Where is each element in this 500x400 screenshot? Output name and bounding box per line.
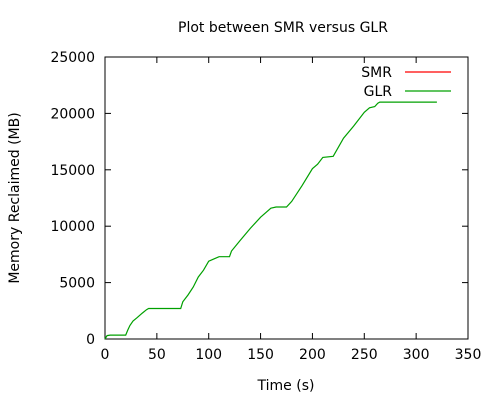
- y-tick-label: 5000: [59, 276, 95, 292]
- legend-label-glr: GLR: [364, 84, 393, 100]
- x-tick-label: 250: [351, 347, 378, 363]
- x-tick-label: 350: [455, 347, 482, 363]
- x-tick-label: 300: [403, 347, 430, 363]
- legend-label-smr: SMR: [361, 65, 392, 81]
- y-tick-label: 20000: [50, 106, 95, 122]
- x-tick-label: 50: [148, 347, 166, 363]
- y-axis-label: Memory Reclaimed (MB): [7, 112, 23, 283]
- axis-ticks: 0 50 100 150 200 250 300 350 0 5000 10000 15000 2000…: [50, 50, 481, 363]
- y-tick-label: 15000: [50, 163, 95, 179]
- y-tick-label: 10000: [50, 219, 95, 235]
- x-tick-label: 0: [101, 347, 110, 363]
- y-tick-label: 0: [86, 332, 95, 348]
- plot-frame: [104, 56, 469, 340]
- x-axis-label: Time (s): [257, 378, 315, 394]
- series-line-glr: [104, 101, 437, 340]
- legend: SMR GLR: [361, 65, 451, 100]
- y-tick-label: 25000: [50, 50, 95, 66]
- series-layer: [104, 101, 437, 340]
- x-tick-label: 100: [195, 347, 222, 363]
- x-tick-label: 150: [247, 347, 274, 363]
- x-tick-label: 200: [299, 347, 326, 363]
- chart-title: Plot between SMR versus GLR: [178, 20, 388, 36]
